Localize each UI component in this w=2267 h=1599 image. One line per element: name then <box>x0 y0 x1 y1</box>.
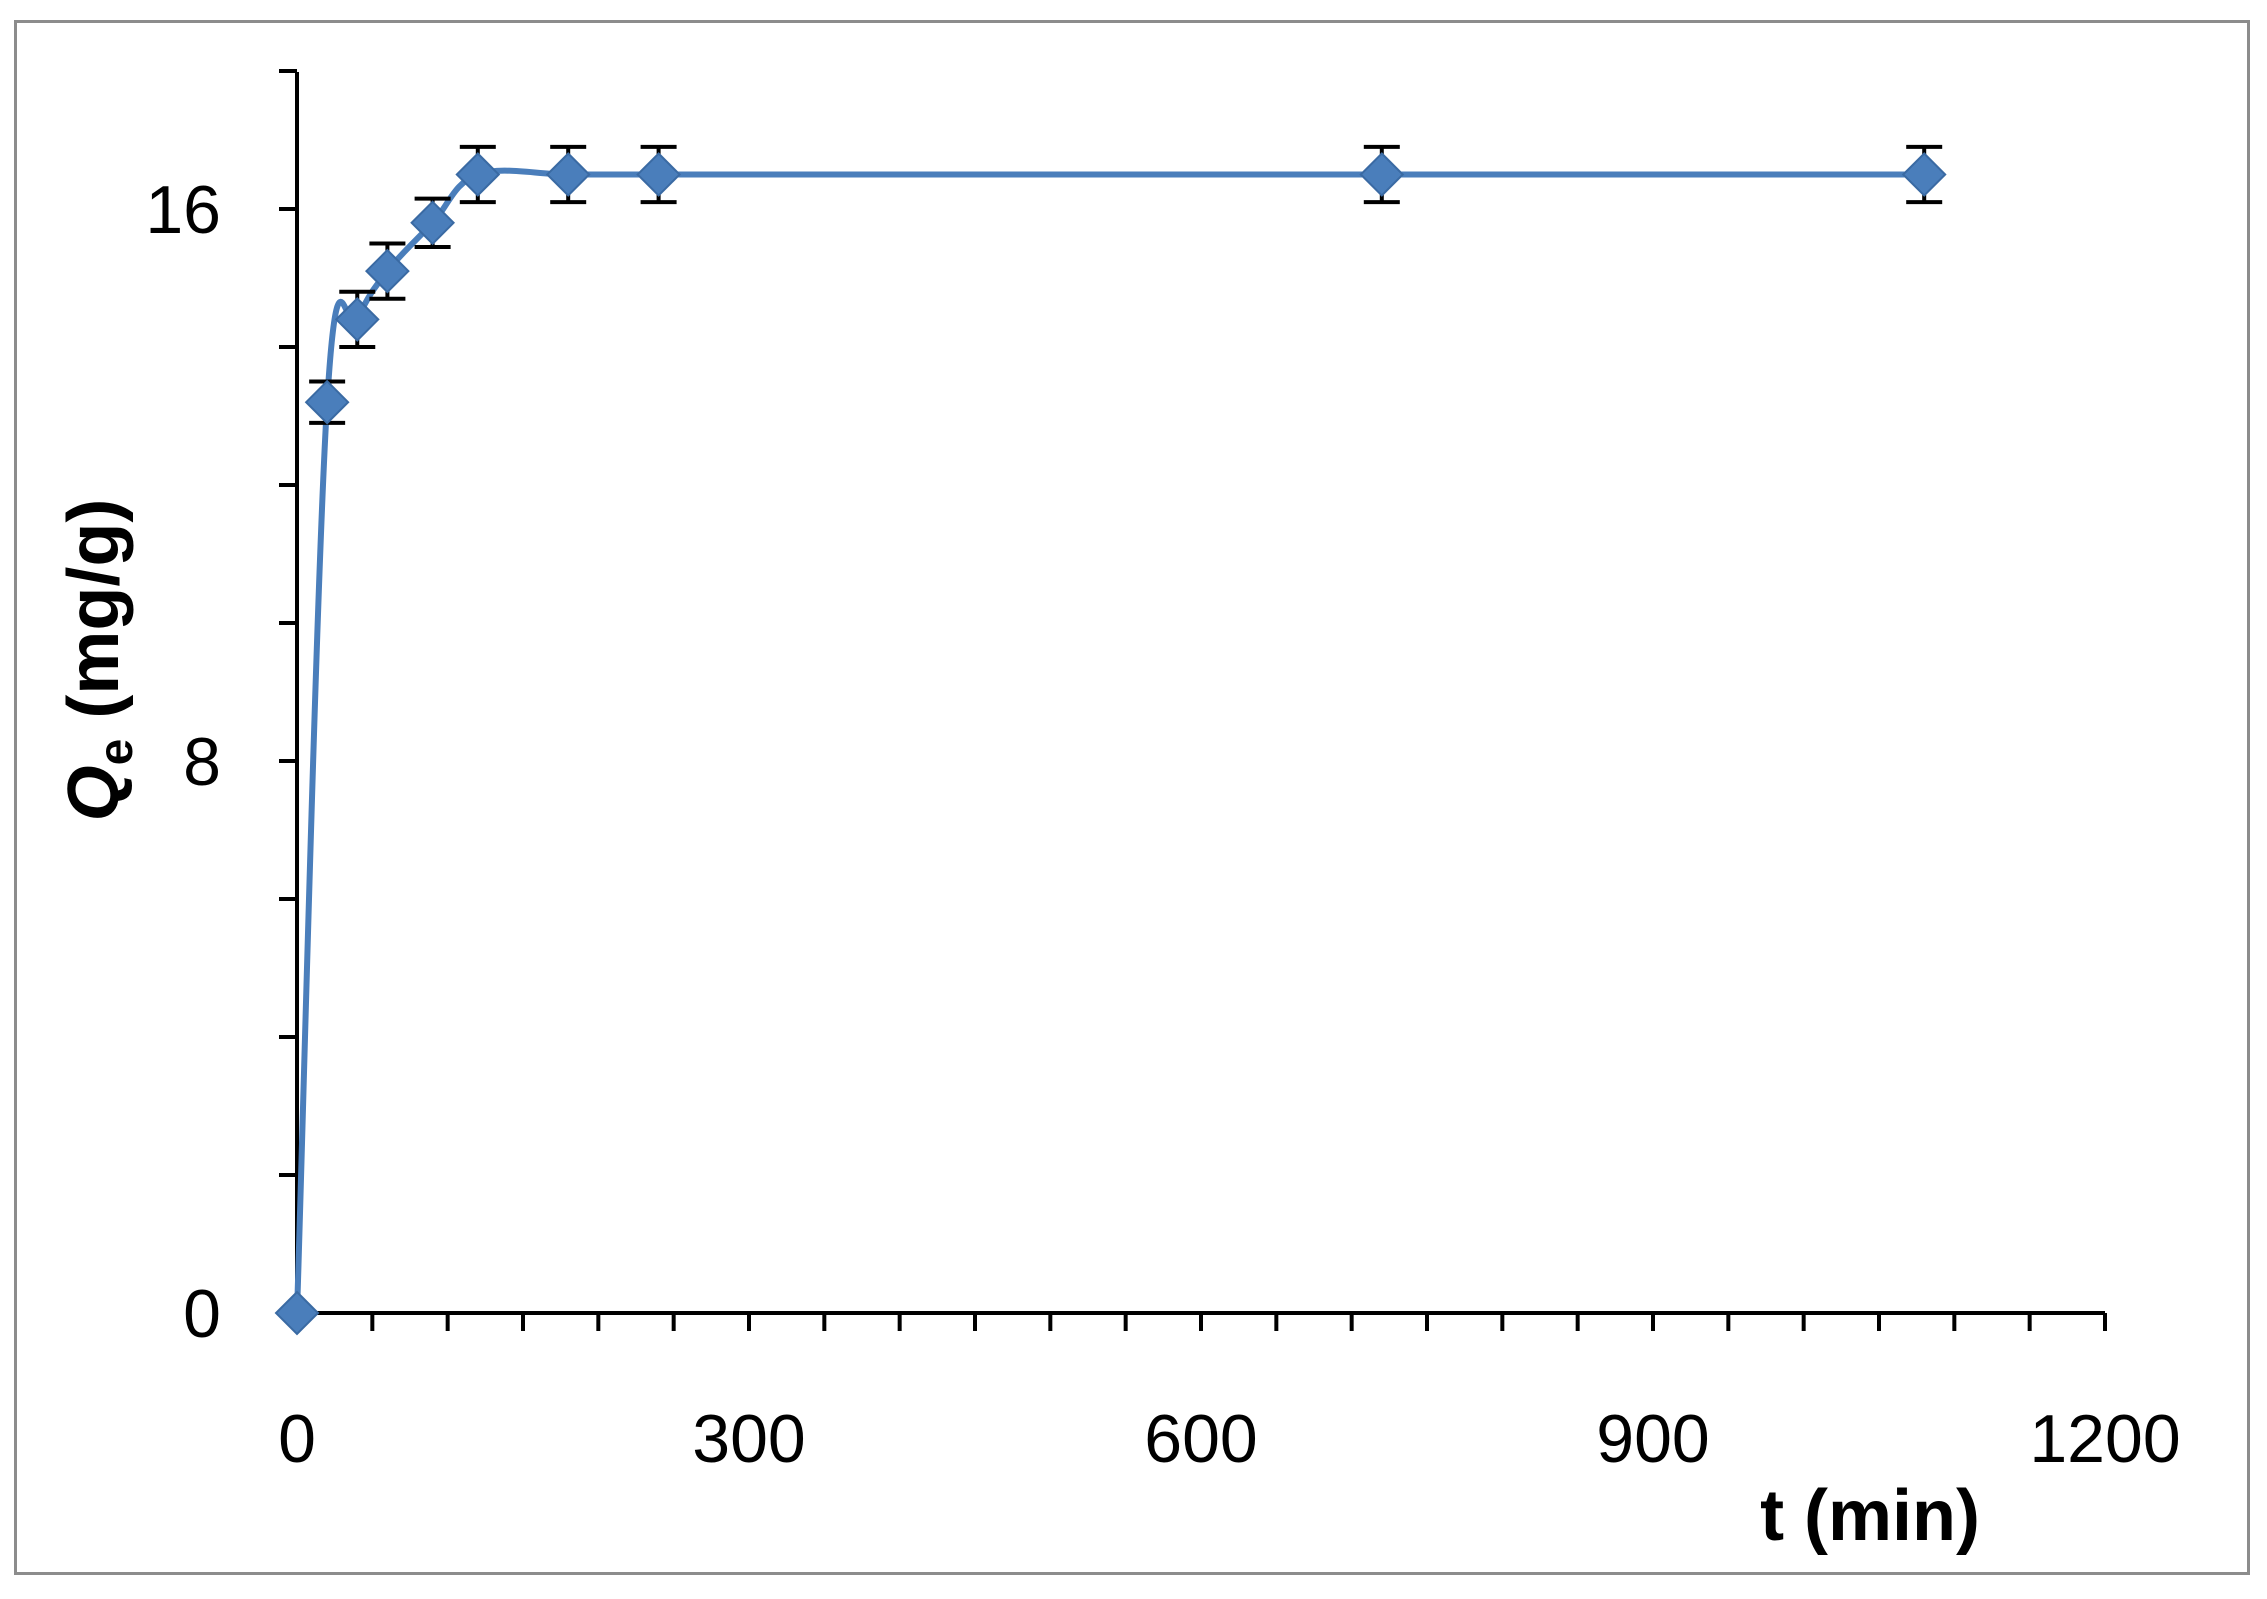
minor-ticks <box>279 69 2107 1331</box>
data-point <box>1359 152 1405 197</box>
data-point <box>545 152 591 197</box>
y-tick-label: 16 <box>145 172 221 248</box>
y-axis-title-main: Q <box>54 765 134 821</box>
x-tick-label: 900 <box>1596 1401 1709 1477</box>
x-axis-title: t (min) <box>1760 1476 1980 1556</box>
data-point <box>364 248 410 294</box>
data-point <box>334 296 380 342</box>
markers <box>274 152 1947 1336</box>
error-bars <box>309 144 1943 425</box>
data-point <box>304 379 350 425</box>
series-line <box>294 167 1925 1314</box>
x-tick-label: 600 <box>1144 1401 1257 1477</box>
data-point <box>636 152 682 197</box>
data-point <box>455 152 501 197</box>
x-tick-labels: 0 300 600 900 1200 <box>278 1401 2181 1477</box>
data-point <box>410 200 456 246</box>
y-tick-label: 8 <box>183 724 221 800</box>
y-axis-title-unit: (mg/g) <box>54 499 134 739</box>
data-point <box>1901 152 1947 197</box>
y-tick-labels: 0 8 16 <box>145 172 221 1352</box>
data-point <box>274 1290 320 1336</box>
x-tick-label: 300 <box>692 1401 805 1477</box>
y-tick-label: 0 <box>183 1276 221 1352</box>
x-tick-label: 0 <box>278 1401 316 1477</box>
y-axis-title-sub: e <box>90 739 143 766</box>
y-axis-title: Qe (mg/g) <box>54 499 143 822</box>
x-tick-label: 1200 <box>2029 1401 2180 1477</box>
